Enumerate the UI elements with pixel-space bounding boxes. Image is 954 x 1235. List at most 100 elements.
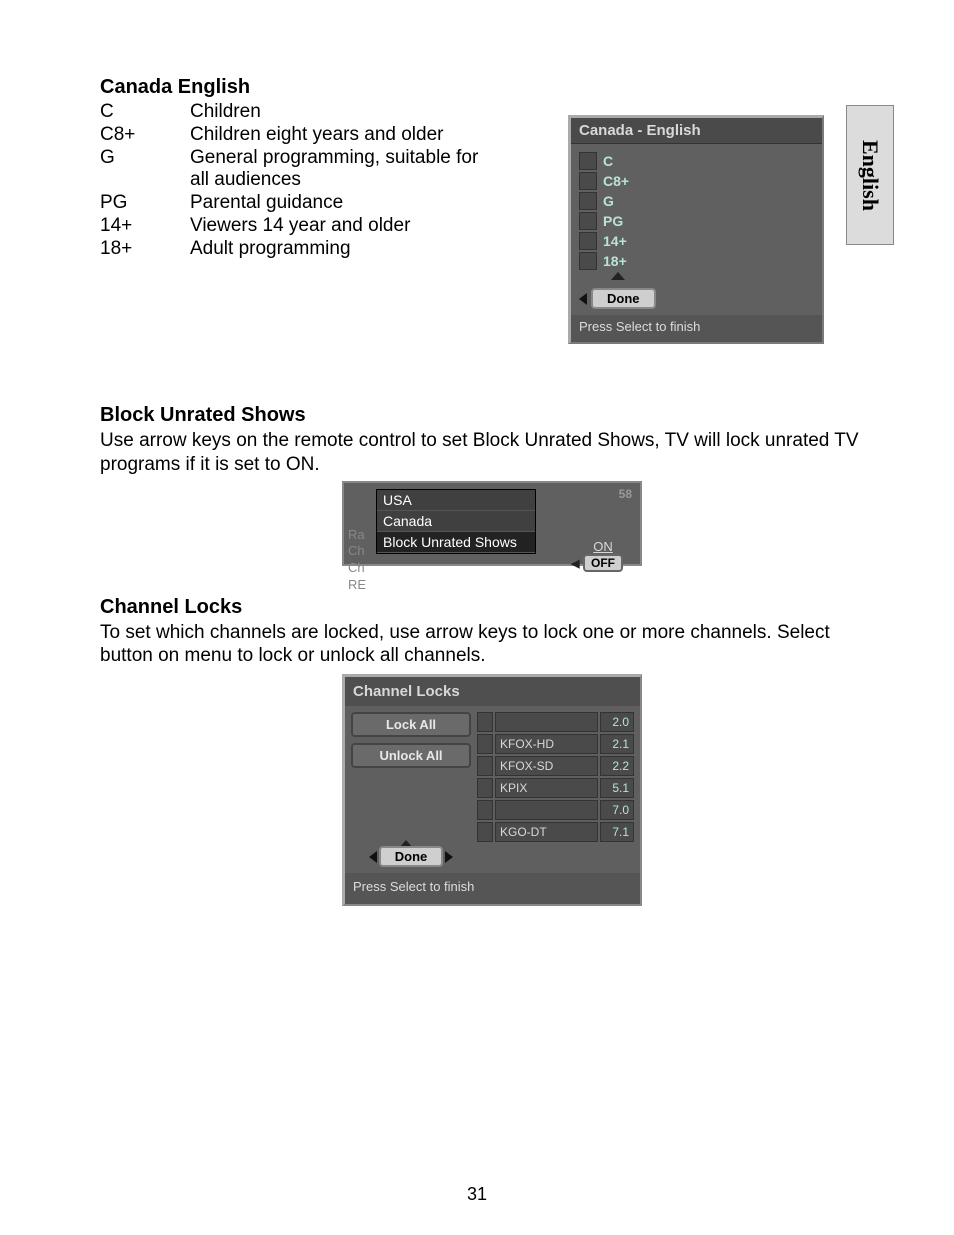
rating-label: G: [603, 193, 614, 209]
checkbox[interactable]: [579, 152, 597, 170]
checkbox[interactable]: [579, 192, 597, 210]
rating-code: G: [100, 147, 190, 193]
rating-label: PG: [603, 213, 623, 229]
channel-row[interactable]: KGO-DT7.1: [477, 822, 634, 842]
side-label: Ch: [348, 560, 366, 577]
rating-code: C: [100, 101, 190, 124]
lock-all-button[interactable]: Lock All: [351, 712, 471, 737]
section-title-locks: Channel Locks: [100, 596, 884, 619]
panel-title: Canada - English: [571, 118, 822, 144]
menu-item[interactable]: USA: [377, 490, 535, 511]
panel-hint: Press Select to finish: [571, 315, 822, 342]
channel-locks-panel: Channel Locks Lock All Unlock All Done: [342, 674, 642, 906]
arrow-left-icon: [369, 851, 377, 863]
channel-row[interactable]: 2.0: [477, 712, 634, 732]
unlock-all-button[interactable]: Unlock All: [351, 743, 471, 768]
lock-checkbox[interactable]: [477, 756, 493, 776]
done-button[interactable]: Done: [379, 846, 444, 867]
rating-row[interactable]: C: [579, 152, 814, 170]
rating-label: 14+: [603, 233, 627, 249]
lock-checkbox[interactable]: [477, 778, 493, 798]
rating-row[interactable]: PG: [579, 212, 814, 230]
language-tab: English: [846, 105, 894, 245]
rating-row[interactable]: G: [579, 192, 814, 210]
channel-name: KFOX-SD: [495, 756, 598, 776]
menu-item-selected[interactable]: Block Unrated Shows: [377, 532, 535, 553]
badge: 58: [619, 487, 632, 501]
lock-checkbox[interactable]: [477, 800, 493, 820]
arrow-up-icon: [611, 272, 625, 280]
rating-row[interactable]: 18+: [579, 252, 814, 270]
done-button[interactable]: Done: [591, 288, 656, 309]
channel-number: 2.2: [600, 756, 634, 776]
panel-hint: Press Select to finish: [345, 873, 640, 904]
section-title-block: Block Unrated Shows: [100, 404, 884, 427]
channel-number: 5.1: [600, 778, 634, 798]
block-menu: USA Canada Block Unrated Shows: [376, 489, 536, 554]
checkbox[interactable]: [579, 172, 597, 190]
on-off-toggle[interactable]: ON OFF: [576, 539, 630, 572]
language-tab-label: English: [857, 140, 883, 211]
channel-row[interactable]: KFOX-HD2.1: [477, 734, 634, 754]
canada-english-section: Canada English CChildren C8+Children eig…: [100, 75, 884, 344]
rating-desc: Parental guidance: [190, 192, 500, 215]
channel-name: KPIX: [495, 778, 598, 798]
lock-checkbox[interactable]: [477, 734, 493, 754]
lock-checkbox[interactable]: [477, 712, 493, 732]
rating-label: C8+: [603, 173, 629, 189]
channel-name: [495, 800, 598, 820]
off-button[interactable]: OFF: [583, 554, 623, 572]
rating-code: 14+: [100, 215, 190, 238]
channel-name: [495, 712, 598, 732]
done-area: Done: [351, 840, 471, 867]
locks-left-column: Lock All Unlock All Done: [351, 712, 471, 867]
arrow-left-icon: [579, 293, 587, 305]
rating-desc: Children eight years and older: [190, 124, 500, 147]
rating-code: 18+: [100, 238, 190, 261]
rating-code: C8+: [100, 124, 190, 147]
side-label: Ch: [348, 543, 366, 560]
block-unrated-section: Block Unrated Shows Use arrow keys on th…: [100, 404, 884, 566]
ratings-text: Canada English CChildren C8+Children eig…: [100, 75, 500, 261]
channel-row[interactable]: 7.0: [477, 800, 634, 820]
rating-label: C: [603, 153, 613, 169]
rating-row[interactable]: C8+: [579, 172, 814, 190]
ratings-table: CChildren C8+Children eight years and ol…: [100, 101, 500, 261]
panel-title: Channel Locks: [345, 677, 640, 706]
page-number: 31: [0, 1184, 954, 1205]
channel-locks-section: Channel Locks To set which channels are …: [100, 596, 884, 907]
rating-desc: General programming, suitable for all au…: [190, 147, 500, 193]
rating-desc: Viewers 14 year and older: [190, 215, 500, 238]
done-row: Done: [579, 288, 814, 309]
lock-checkbox[interactable]: [477, 822, 493, 842]
arrow-right-icon: [445, 851, 453, 863]
on-label[interactable]: ON: [576, 539, 630, 554]
block-unrated-para: Use arrow keys on the remote control to …: [100, 429, 870, 477]
panel-body: C C8+ G PG 14+ 18+ Done: [571, 144, 822, 315]
channel-name: KGO-DT: [495, 822, 598, 842]
channel-locks-para: To set which channels are locked, use ar…: [100, 621, 870, 669]
channel-number: 2.1: [600, 734, 634, 754]
checkbox[interactable]: [579, 212, 597, 230]
side-label: RE: [348, 577, 366, 594]
checkbox[interactable]: [579, 232, 597, 250]
rating-label: 18+: [603, 253, 627, 269]
menu-item[interactable]: Canada: [377, 511, 535, 532]
side-labels: Ra Ch Ch RE: [348, 527, 366, 595]
rating-code: PG: [100, 192, 190, 215]
block-unrated-panel: 58 Ra Ch Ch RE USA Canada Block Unrated …: [342, 481, 642, 566]
channel-number: 7.1: [600, 822, 634, 842]
rating-desc: Adult programming: [190, 238, 500, 261]
section-title-canada: Canada English: [100, 75, 500, 99]
channel-number: 2.0: [600, 712, 634, 732]
channel-row[interactable]: KFOX-SD2.2: [477, 756, 634, 776]
channel-row[interactable]: KPIX5.1: [477, 778, 634, 798]
channel-number: 7.0: [600, 800, 634, 820]
canada-english-panel: Canada - English C C8+ G PG 14+ 18+ Done…: [568, 115, 824, 344]
rating-row[interactable]: 14+: [579, 232, 814, 250]
rating-desc: Children: [190, 101, 500, 124]
channel-name: KFOX-HD: [495, 734, 598, 754]
checkbox[interactable]: [579, 252, 597, 270]
side-label: Ra: [348, 527, 366, 544]
locks-channel-list: 2.0 KFOX-HD2.1 KFOX-SD2.2 KPIX5.1 7.0 KG…: [477, 712, 634, 867]
